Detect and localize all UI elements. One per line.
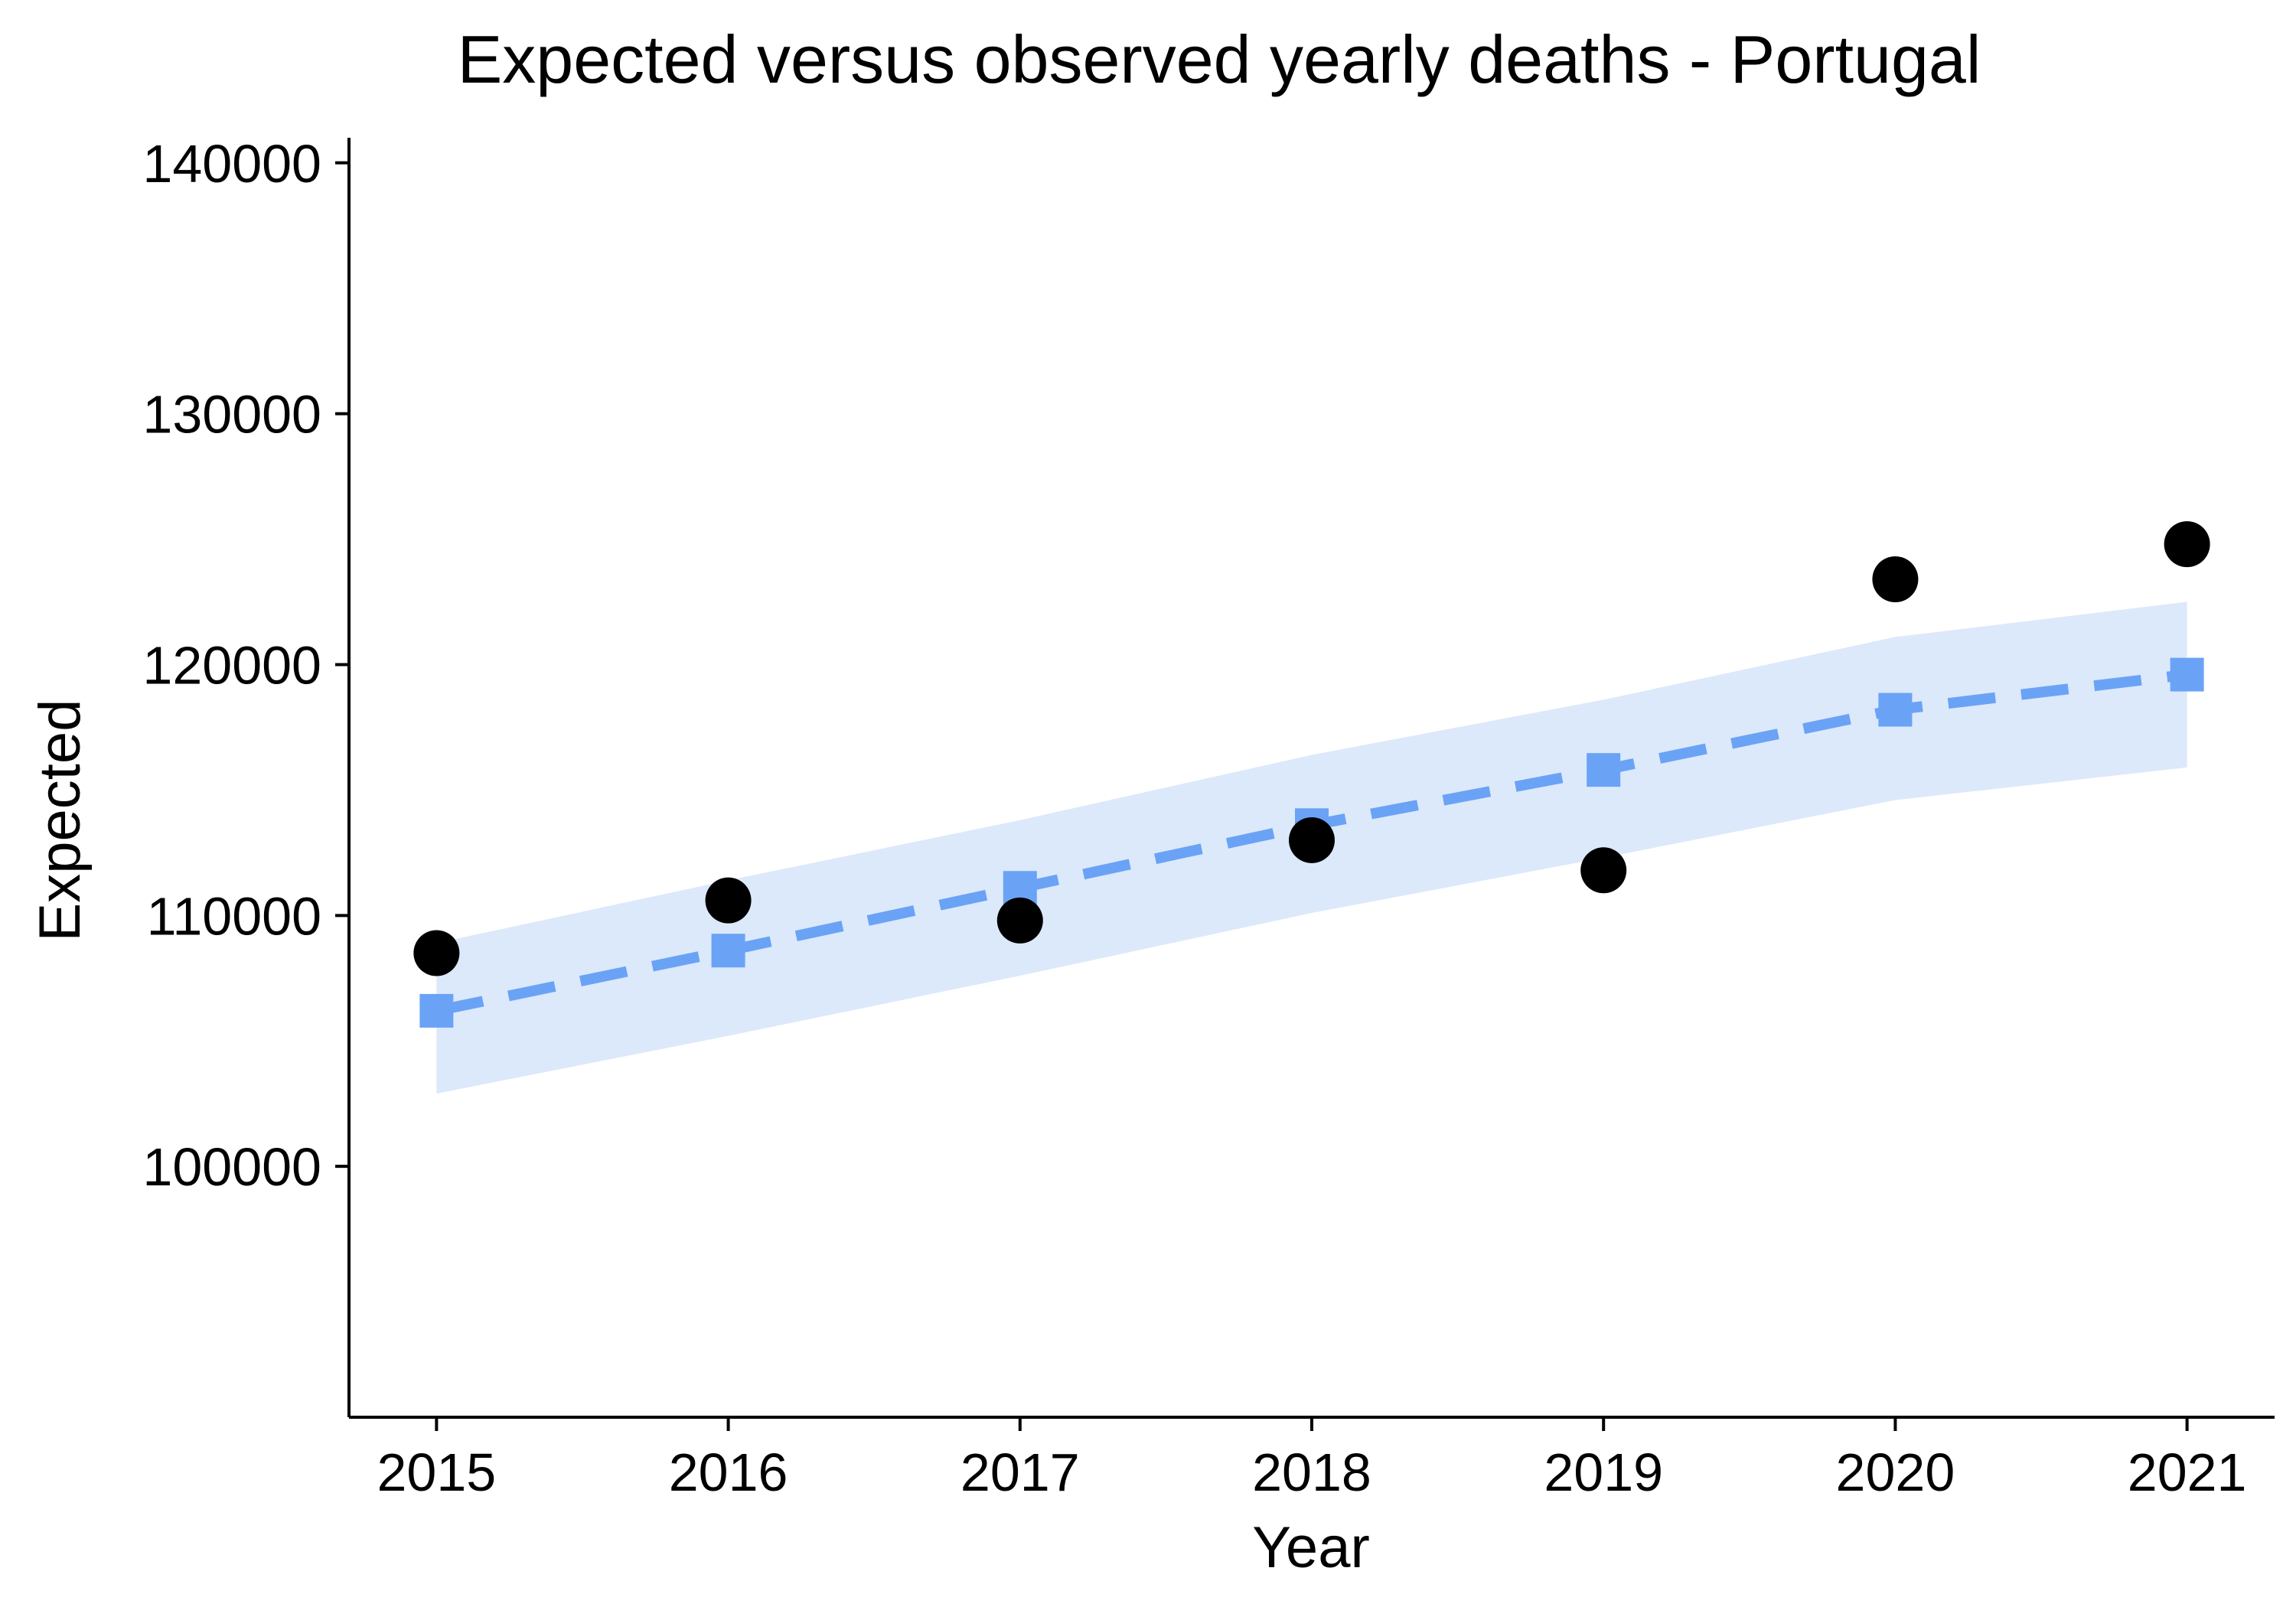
x-tick-label-2016: 2016	[669, 1442, 788, 1502]
y-tick-label-140000: 140000	[142, 134, 321, 194]
chart-title: Expected versus observed yearly deaths -…	[458, 21, 1981, 97]
expected-point-2021	[2170, 657, 2204, 692]
observed-point-2015	[413, 930, 460, 976]
x-tick-label-2021: 2021	[2128, 1442, 2247, 1502]
observed-point-2020	[1872, 556, 1919, 603]
x-tick-label-2018: 2018	[1252, 1442, 1371, 1502]
x-tick-label-2017: 2017	[960, 1442, 1080, 1502]
x-tick-label-2015: 2015	[377, 1442, 496, 1502]
x-tick-label-2020: 2020	[1836, 1442, 1955, 1502]
x-axis: 2015 2016 2017 2018 2019 2020 2021	[349, 1416, 2275, 1502]
observed-point-2017	[996, 897, 1043, 944]
observed-point-2018	[1289, 817, 1335, 863]
y-tick-label-100000: 100000	[142, 1137, 321, 1197]
observed-point-2019	[1580, 847, 1627, 894]
y-tick-label-110000: 110000	[147, 886, 321, 946]
expected-point-2020	[1878, 693, 1913, 727]
expected-point-2019	[1587, 753, 1621, 787]
x-tick-label-2019: 2019	[1544, 1442, 1663, 1502]
y-tick-label-120000: 120000	[142, 635, 321, 695]
x-axis-title: Year	[1252, 1515, 1370, 1580]
y-axis: 100000 110000 120000 130000 140000	[142, 134, 351, 1417]
expected-point-2016	[711, 934, 745, 968]
plot-area	[413, 521, 2210, 1094]
observed-point-2016	[705, 877, 752, 924]
observed-point-2021	[2164, 521, 2210, 568]
y-axis-title: Expected	[28, 699, 93, 942]
y-tick-label-130000: 130000	[142, 385, 321, 445]
expected-point-2015	[419, 993, 454, 1028]
